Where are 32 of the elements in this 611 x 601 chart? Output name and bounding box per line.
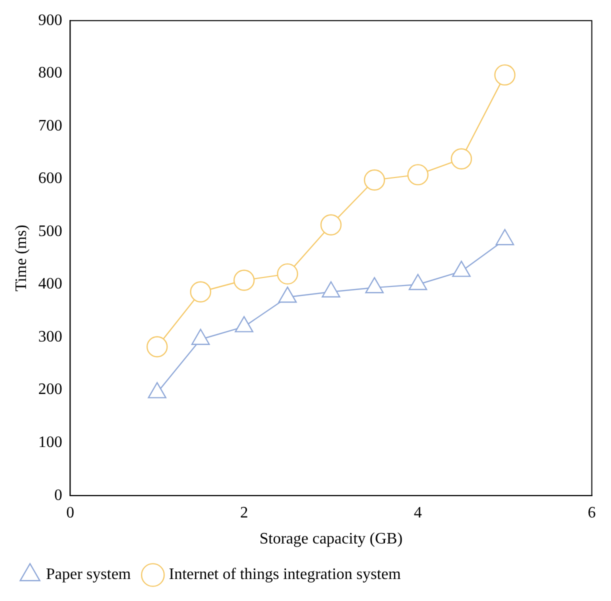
point — [408, 274, 428, 290]
y-tick-label: 800 — [38, 64, 62, 82]
point — [452, 260, 471, 277]
point — [450, 148, 472, 170]
y-tick-label: 200 — [38, 381, 62, 398]
y-tick-label: 600 — [38, 170, 62, 188]
point — [320, 214, 342, 236]
legend-label: Internet of things integration system — [168, 566, 402, 584]
point — [365, 277, 384, 294]
x-tick-label: 6 — [588, 504, 596, 522]
x-tick-label: 4 — [414, 504, 422, 522]
y-tick-label: 100 — [38, 434, 62, 452]
point — [407, 164, 429, 186]
x-tick-label: 2 — [240, 504, 248, 522]
y-tick-label: 400 — [38, 276, 62, 293]
y-axis-title: Time (ms) — [12, 224, 30, 292]
point — [191, 328, 210, 345]
y-tick-label: 700 — [38, 117, 62, 134]
x-axis-title: Storage capacity (GB) — [259, 530, 403, 548]
point — [496, 229, 514, 246]
x-tick-label: 0 — [66, 504, 74, 522]
point — [322, 281, 340, 298]
point — [494, 64, 516, 86]
point — [148, 382, 166, 398]
y-tick-label: 300 — [38, 328, 62, 346]
y-tick-label: 500 — [38, 222, 62, 240]
point — [278, 286, 297, 303]
point — [234, 316, 254, 332]
point — [364, 169, 386, 191]
y-tick-label: 900 — [38, 12, 62, 29]
legend-label: Paper system — [46, 566, 132, 584]
y-tick-label: 0 — [54, 486, 62, 504]
